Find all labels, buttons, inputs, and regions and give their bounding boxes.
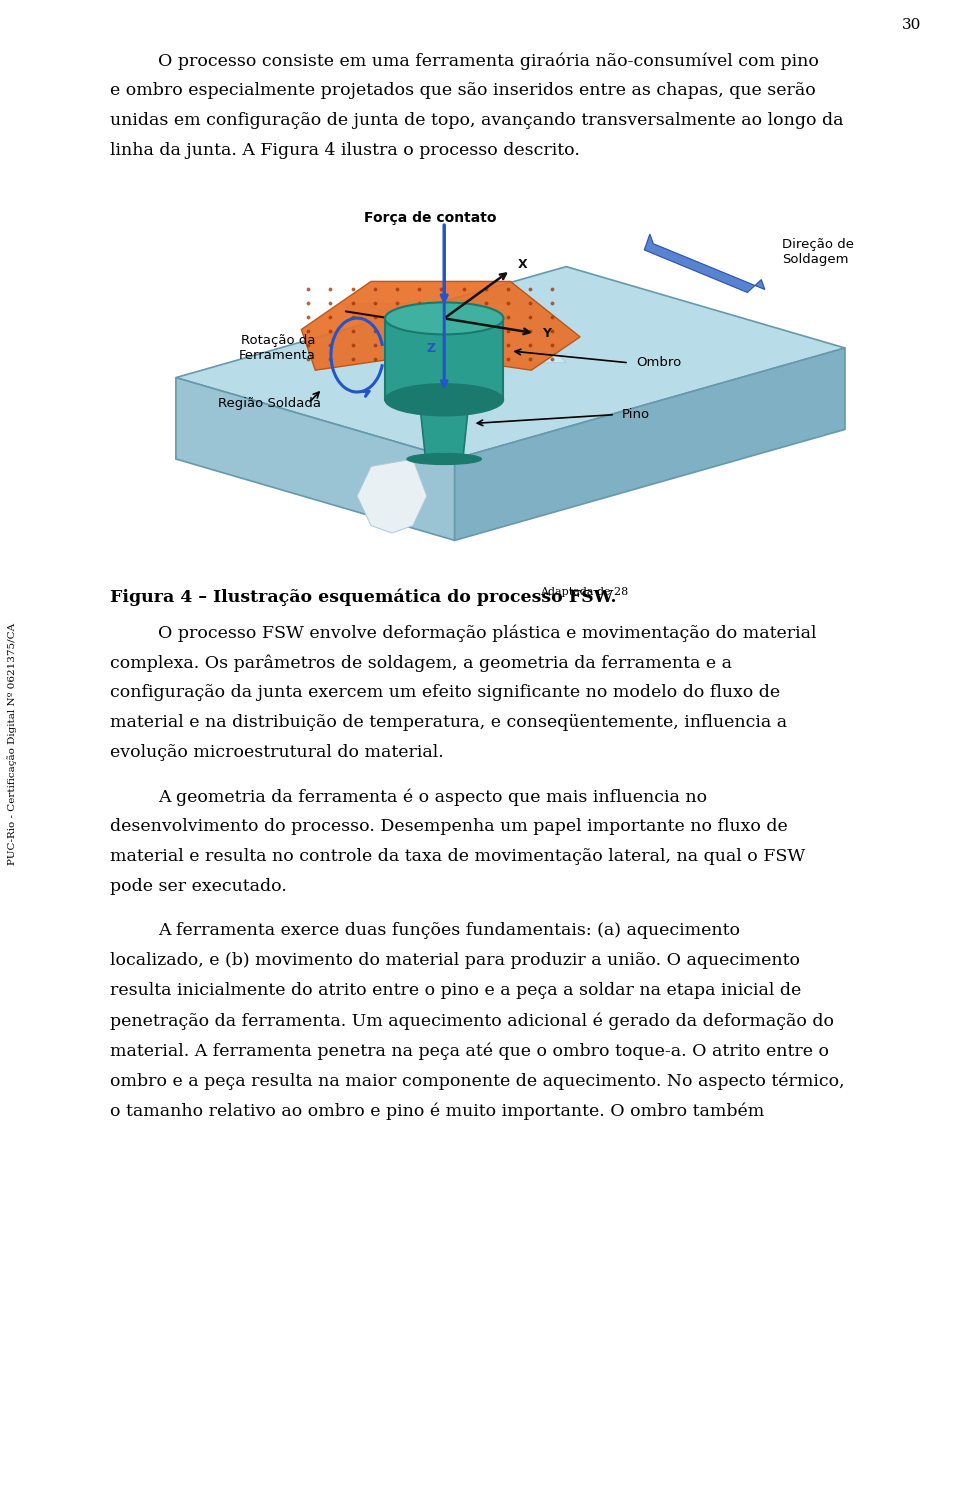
Ellipse shape: [407, 454, 482, 465]
Text: Rotação da
Ferramenta: Rotação da Ferramenta: [238, 334, 315, 362]
Text: PUC-Rio - Certificação Digital Nº 0621375/CA: PUC-Rio - Certificação Digital Nº 062137…: [7, 622, 17, 865]
Ellipse shape: [385, 302, 503, 335]
Polygon shape: [455, 348, 845, 541]
Text: ombro e a peça resulta na maior componente de aquecimento. No aspecto térmico,: ombro e a peça resulta na maior componen…: [110, 1072, 845, 1090]
Polygon shape: [176, 267, 845, 459]
Text: material. A ferramenta penetra na peça até que o ombro toque-a. O atrito entre o: material. A ferramenta penetra na peça a…: [110, 1042, 829, 1060]
Text: O processo consiste em uma ferramenta giraória não-consumível com pino: O processo consiste em uma ferramenta gi…: [158, 52, 819, 70]
Text: o tamanho relativo ao ombro e pino é muito importante. O ombro também: o tamanho relativo ao ombro e pino é mui…: [110, 1102, 764, 1120]
Text: X: X: [517, 258, 527, 271]
Text: Força de contato: Força de contato: [364, 211, 496, 225]
Text: O processo FSW envolve deformação plástica e movimentação do material: O processo FSW envolve deformação plásti…: [158, 624, 817, 642]
Ellipse shape: [385, 384, 503, 415]
Text: Y: Y: [541, 326, 551, 339]
Text: Z: Z: [427, 341, 436, 354]
Polygon shape: [357, 459, 427, 533]
Text: unidas em configuração de junta de topo, avançando transversalmente ao longo da: unidas em configuração de junta de topo,…: [110, 112, 844, 130]
Text: A geometria da ferramenta é o aspecto que mais influencia no: A geometria da ferramenta é o aspecto qu…: [158, 788, 708, 806]
Text: pode ser executado.: pode ser executado.: [110, 879, 287, 895]
Text: Pino: Pino: [622, 408, 650, 421]
Polygon shape: [176, 378, 455, 541]
Text: evolução microestrutural do material.: evolução microestrutural do material.: [110, 744, 444, 761]
Text: A ferramenta exerce duas funções fundamentais: (a) aquecimento: A ferramenta exerce duas funções fundame…: [158, 922, 740, 940]
Text: Região Soldada: Região Soldada: [218, 398, 321, 409]
Text: Ombro: Ombro: [636, 356, 682, 369]
Text: linha da junta. A Figura 4 ilustra o processo descrito.: linha da junta. A Figura 4 ilustra o pro…: [110, 141, 580, 159]
Polygon shape: [644, 234, 765, 292]
Text: resulta inicialmente do atrito entre o pino e a peça a soldar na etapa inicial d: resulta inicialmente do atrito entre o p…: [110, 983, 802, 999]
Polygon shape: [301, 281, 580, 371]
Polygon shape: [385, 319, 503, 401]
Text: Direção de
Soldagem: Direção de Soldagem: [782, 238, 854, 267]
Text: localizado, e (b) movimento do material para produzir a união. O aquecimento: localizado, e (b) movimento do material …: [110, 951, 800, 969]
Text: Figura 4 – Ilustração esquemática do processo FSW.: Figura 4 – Ilustração esquemática do pro…: [110, 588, 616, 606]
Text: Adaptada de 28: Adaptada de 28: [540, 587, 628, 597]
Text: material e na distribuição de temperatura, e conseqüentemente, influencia a: material e na distribuição de temperatur…: [110, 715, 787, 731]
Text: complexa. Os parâmetros de soldagem, a geometria da ferramenta e a: complexa. Os parâmetros de soldagem, a g…: [110, 654, 732, 672]
Polygon shape: [420, 401, 469, 459]
Text: desenvolvimento do processo. Desempenha um papel importante no fluxo de: desenvolvimento do processo. Desempenha …: [110, 817, 788, 835]
Text: configuração da junta exercem um efeito significante no modelo do fluxo de: configuração da junta exercem um efeito …: [110, 683, 780, 701]
Text: material e resulta no controle da taxa de movimentação lateral, na qual o FSW: material e resulta no controle da taxa d…: [110, 849, 805, 865]
Polygon shape: [343, 304, 566, 363]
Text: e ombro especialmente projetados que são inseridos entre as chapas, que serão: e ombro especialmente projetados que são…: [110, 82, 816, 98]
Text: 30: 30: [902, 18, 922, 31]
Text: penetração da ferramenta. Um aquecimento adicional é gerado da deformação do: penetração da ferramenta. Um aquecimento…: [110, 1013, 834, 1029]
